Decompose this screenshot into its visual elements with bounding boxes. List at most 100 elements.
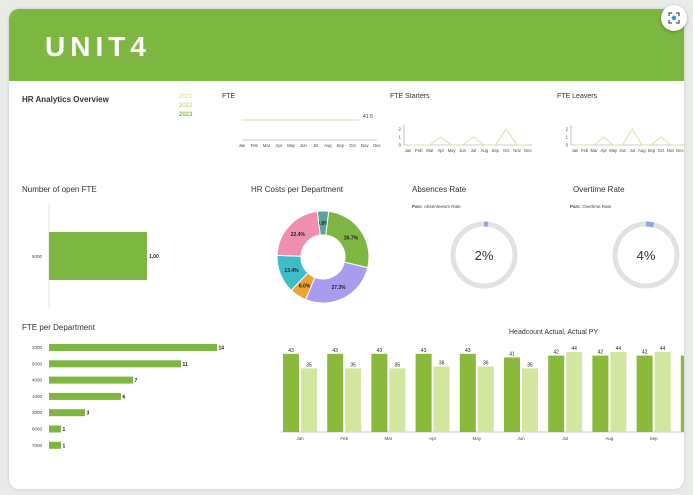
- headcount-month-label: Apr: [429, 436, 437, 441]
- headcount-py-bar: [477, 366, 494, 432]
- fte-dept-category: 2000: [32, 345, 43, 350]
- headcount-py-label: 35: [395, 362, 401, 368]
- headcount-actual-label: 42: [642, 350, 648, 356]
- year-2022[interactable]: 2022: [179, 103, 193, 109]
- headcount-actual-bar: [548, 355, 565, 432]
- headcount-month-label: Aug: [605, 436, 614, 441]
- headcount-actual-label: 41: [509, 351, 515, 357]
- fte-dept-value-label: 3: [87, 411, 90, 417]
- headcount-bar-chart: 43 35 Jan 43 35 Feb 43 35 Mar 43 36 Apr 43 36 May 41 35 J…: [281, 346, 684, 441]
- headcount-py-bar: [654, 352, 671, 432]
- headcount-month-label: May: [473, 436, 482, 441]
- fte-dept-bar: [49, 360, 181, 368]
- overtime-legend-label: Overtime Rate: [582, 204, 612, 209]
- leavers_chart-month-label: Feb: [581, 148, 589, 153]
- headcount-actual-label: 43: [377, 348, 383, 354]
- headcount-actual-bar: [327, 353, 344, 432]
- year-2023[interactable]: 2023: [179, 112, 193, 118]
- starters_chart-month-label: May: [448, 148, 457, 153]
- absences-legend: Parc: Absenteeism Rate: [412, 204, 461, 209]
- headcount-actual-label: 43: [421, 348, 427, 354]
- headcount-actual-bar: [283, 353, 299, 432]
- headcount-actual-label: 43: [332, 348, 338, 354]
- donut-slice-label: 27.3%: [331, 285, 346, 291]
- open-fte-category: 5000: [32, 254, 43, 259]
- fte-dept-category: 5000: [32, 361, 43, 366]
- starters_chart-line-series: [408, 128, 528, 146]
- fte-dept-bar: [49, 376, 133, 384]
- leavers_chart-month-label: Sep: [648, 148, 656, 153]
- headcount-actual-bar: [504, 357, 520, 432]
- headcount-py-label: 35: [306, 362, 312, 368]
- year-2021[interactable]: 2021: [179, 94, 193, 100]
- donut-slice-label: 26.7%: [344, 236, 359, 242]
- open-fte-value-label: 1,00: [149, 254, 159, 260]
- headcount-py-bar: [389, 368, 406, 432]
- overtime-legend: Parc: Overtime Rate: [570, 204, 612, 209]
- fte-month-label: Sep: [336, 143, 344, 148]
- starters_chart-y-tick: 1: [399, 135, 402, 140]
- starters_chart-month-label: Mar: [426, 148, 434, 153]
- headcount-month-label: Mar: [385, 436, 393, 441]
- starters_chart-month-label: Sep: [492, 148, 500, 153]
- headcount-py-label: 36: [439, 361, 445, 367]
- fte-dept-bar: [49, 344, 217, 351]
- headcount-py-bar: [522, 368, 538, 432]
- headcount-title: Headcount Actual, Actual PY: [509, 329, 599, 336]
- fte-month-label: Jan: [239, 143, 246, 148]
- starters_chart-month-label: Oct: [503, 148, 510, 153]
- leavers_chart-month-label: Jul: [630, 148, 635, 153]
- fte-dept-bar: [49, 441, 61, 449]
- donut-slice-label: 22.4%: [291, 232, 306, 238]
- headcount-py-label: 35: [527, 362, 533, 368]
- headcount-py-bar: [566, 352, 583, 432]
- fte-dept-bar-chart: 2000 14 5000 11 4000 7 1000 6 3000 3 6000 1 7000 1: [32, 344, 224, 449]
- overtime-title: Overtime Rate: [573, 185, 625, 194]
- headcount-actual-bar: [459, 353, 476, 432]
- open-fte-title: Number of open FTE: [22, 185, 97, 194]
- fte-month-label: Dec: [373, 143, 380, 148]
- headcount-month-label: Feb: [340, 436, 348, 441]
- fte-month-label: Apr: [276, 143, 283, 148]
- fte-month-label: Jun: [300, 143, 307, 148]
- overtime-gauge-value: 4%: [637, 248, 656, 263]
- donut-slice: [305, 261, 369, 304]
- headcount-actual-bar: [371, 353, 388, 432]
- fte-chart-title: FTE: [222, 93, 236, 100]
- headcount-month-label: Sep: [650, 436, 659, 441]
- header-bar: UNIT4: [9, 9, 684, 81]
- lens-button[interactable]: [661, 5, 687, 31]
- fte-last-value-label: 41.5: [363, 114, 373, 120]
- leavers_chart-month-label: Aug: [638, 148, 646, 153]
- leavers_chart-month-label: Apr: [600, 148, 607, 153]
- fte-dept-title: FTE per Department: [22, 323, 95, 332]
- dashboard-frame: UNIT4 HR Analytics Overview 2021 2022 20…: [9, 9, 684, 489]
- leavers_chart-month-label: Jan: [572, 148, 579, 153]
- headcount-py-bar: [301, 368, 317, 432]
- leavers_chart-month-label: Jun: [619, 148, 626, 153]
- open-fte-bar: [49, 232, 147, 280]
- leavers_chart-month-label: Mar: [590, 148, 598, 153]
- headcount-py-bar: [610, 352, 627, 432]
- fte-dept-category: 6000: [32, 427, 43, 432]
- starters_chart-month-label: Dec: [524, 148, 531, 153]
- starters_chart-month-label: Jun: [459, 148, 466, 153]
- overtime-gauge: 4%: [612, 221, 680, 289]
- fte-dept-category: 4000: [32, 378, 43, 383]
- headcount-py-label: 44: [571, 346, 577, 352]
- donut-slice-label: 4.0%: [317, 221, 329, 227]
- leavers_chart-y-tick: 0: [566, 143, 569, 148]
- donut-slice-label: 6.0%: [299, 284, 311, 290]
- fte-dept-bar: [49, 392, 121, 400]
- starters_chart-y-tick: 0: [399, 143, 402, 148]
- fte-dept-category: 7000: [32, 443, 43, 448]
- fte-dept-value-label: 1: [63, 427, 66, 433]
- starters_chart-month-label: Jul: [471, 148, 476, 153]
- hr-costs-donut-chart: 4.0% 26.7% 27.3% 6.0% 13.4% 22.4%: [276, 210, 370, 304]
- headcount-actual-label: 42: [598, 350, 604, 356]
- headcount-actual-bar: [592, 355, 609, 432]
- fte-line-chart: 41.5 Jan Feb Mar Apr May Jun Jul Aug Sep Oct Nov Dec: [239, 114, 381, 148]
- headcount-actual-label: 43: [465, 348, 471, 354]
